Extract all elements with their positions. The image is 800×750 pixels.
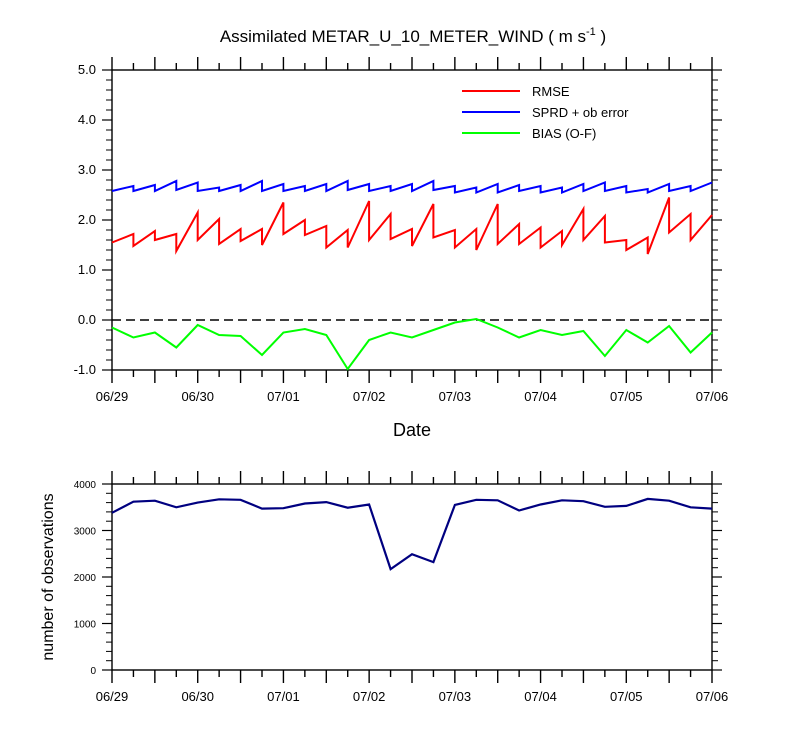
x-tick-label: 07/01	[267, 689, 300, 704]
bottom-chart-panel: 06/29 06/30 07/01 07/02 07/03 07/04 07/05 07/06…	[40, 471, 728, 704]
x-tick-label: 07/05	[610, 689, 643, 704]
series-line-rmse	[111, 197, 713, 255]
top-chart-legend: RMSE SPRD + ob error BIAS (O-F)	[462, 84, 629, 141]
top-chart-marks: 06/29 06/30 07/01 07/02 07/03 07/04 07/05 07/06…	[74, 57, 729, 404]
x-tick-label: 07/01	[267, 389, 300, 404]
x-tick-label: 07/03	[439, 389, 472, 404]
y-tick-label: 0.0	[78, 312, 96, 327]
x-tick-label: 07/02	[353, 389, 386, 404]
x-tick-label: 07/06	[696, 689, 729, 704]
series-line-observation-count	[111, 497, 713, 571]
x-tick-label: 07/04	[524, 389, 557, 404]
x-tick-label: 06/30	[181, 389, 214, 404]
legend-label: SPRD + ob error	[532, 105, 629, 120]
x-tick-label: 07/05	[610, 389, 643, 404]
y-tick-label: 2.0	[78, 212, 96, 227]
bottom-chart-marks: 06/29 06/30 07/01 07/02 07/03 07/04 07/05 07/06…	[74, 471, 729, 704]
y-tick-label: -1.0	[74, 362, 96, 377]
y-tick-label: 1.0	[78, 262, 96, 277]
series-line-sprd-ob-error	[111, 179, 713, 194]
y-tick-label: 1000	[74, 620, 97, 631]
x-tick-label: 07/06	[696, 389, 729, 404]
y-tick-label: 3000	[74, 527, 97, 538]
series-line-bias-o-f	[111, 317, 713, 371]
x-tick-label: 06/30	[181, 689, 214, 704]
x-tick-label: 07/04	[524, 689, 557, 704]
y-tick-label: 0	[90, 666, 96, 677]
y-tick-label: 2000	[74, 573, 97, 584]
legend-label: BIAS (O-F)	[532, 126, 596, 141]
top-chart-title: Assimilated METAR_U_10_METER_WIND ( m s-…	[220, 26, 606, 46]
y-tick-label: 4000	[74, 480, 97, 491]
y-tick-label: 3.0	[78, 162, 96, 177]
x-tick-label: 07/02	[353, 689, 386, 704]
bottom-chart-ylabel: number of observations	[40, 493, 57, 660]
top-chart-xlabel: Date	[393, 420, 431, 440]
plot-frame	[111, 483, 713, 671]
y-tick-label: 5.0	[78, 62, 96, 77]
x-tick-label: 06/29	[96, 389, 129, 404]
y-tick-label: 4.0	[78, 112, 96, 127]
x-tick-label: 07/03	[439, 689, 472, 704]
top-chart-panel: Assimilated METAR_U_10_METER_WIND ( m s-…	[74, 26, 729, 440]
x-tick-label: 06/29	[96, 689, 129, 704]
legend-label: RMSE	[532, 84, 570, 99]
